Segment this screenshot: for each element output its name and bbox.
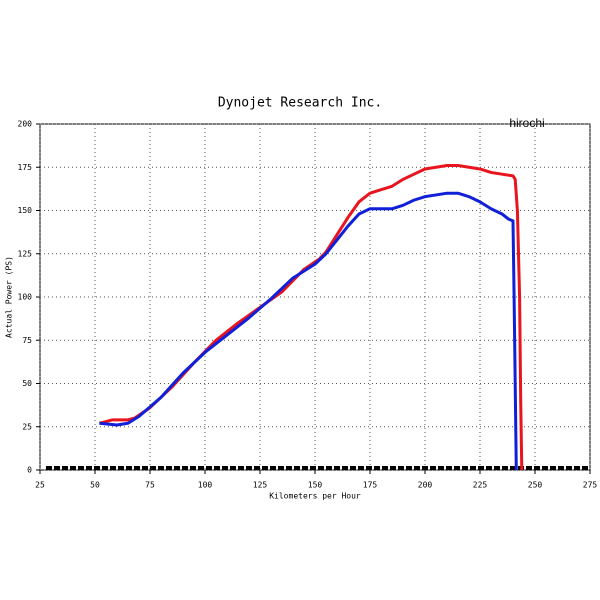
annotation: hirochi [509,116,544,130]
x-tick-label: 275 [583,481,598,490]
x-tick-label: 150 [308,481,323,490]
x-tick-label: 100 [198,481,213,490]
power-curve [99,191,518,471]
chart-title: Dynojet Research Inc. [218,96,382,111]
x-tick-label: 50 [90,481,100,490]
y-tick-label: 25 [22,422,32,431]
x-tick-label: 25 [35,481,45,490]
x-axis-label: Kilometers per Hour [269,492,361,501]
x-tick-label: 75 [145,481,155,490]
x-tick-label: 250 [528,481,543,490]
y-tick-label: 150 [18,206,33,215]
y-tick-label: 175 [18,163,33,172]
y-tick-label: 50 [22,379,32,388]
y-tick-label: 200 [18,120,33,129]
x-tick-label: 200 [418,481,433,490]
y-axis-label: Actual Power (PS) [5,256,14,338]
y-tick-label: 0 [27,466,32,475]
x-tick-label: 225 [473,481,488,490]
y-tick-label: 125 [18,249,33,258]
power-curve [99,164,524,471]
x-tick-label: 175 [363,481,378,490]
y-tick-label: 75 [22,336,32,345]
y-tick-label: 100 [18,293,33,302]
x-tick-label: 125 [253,481,268,490]
